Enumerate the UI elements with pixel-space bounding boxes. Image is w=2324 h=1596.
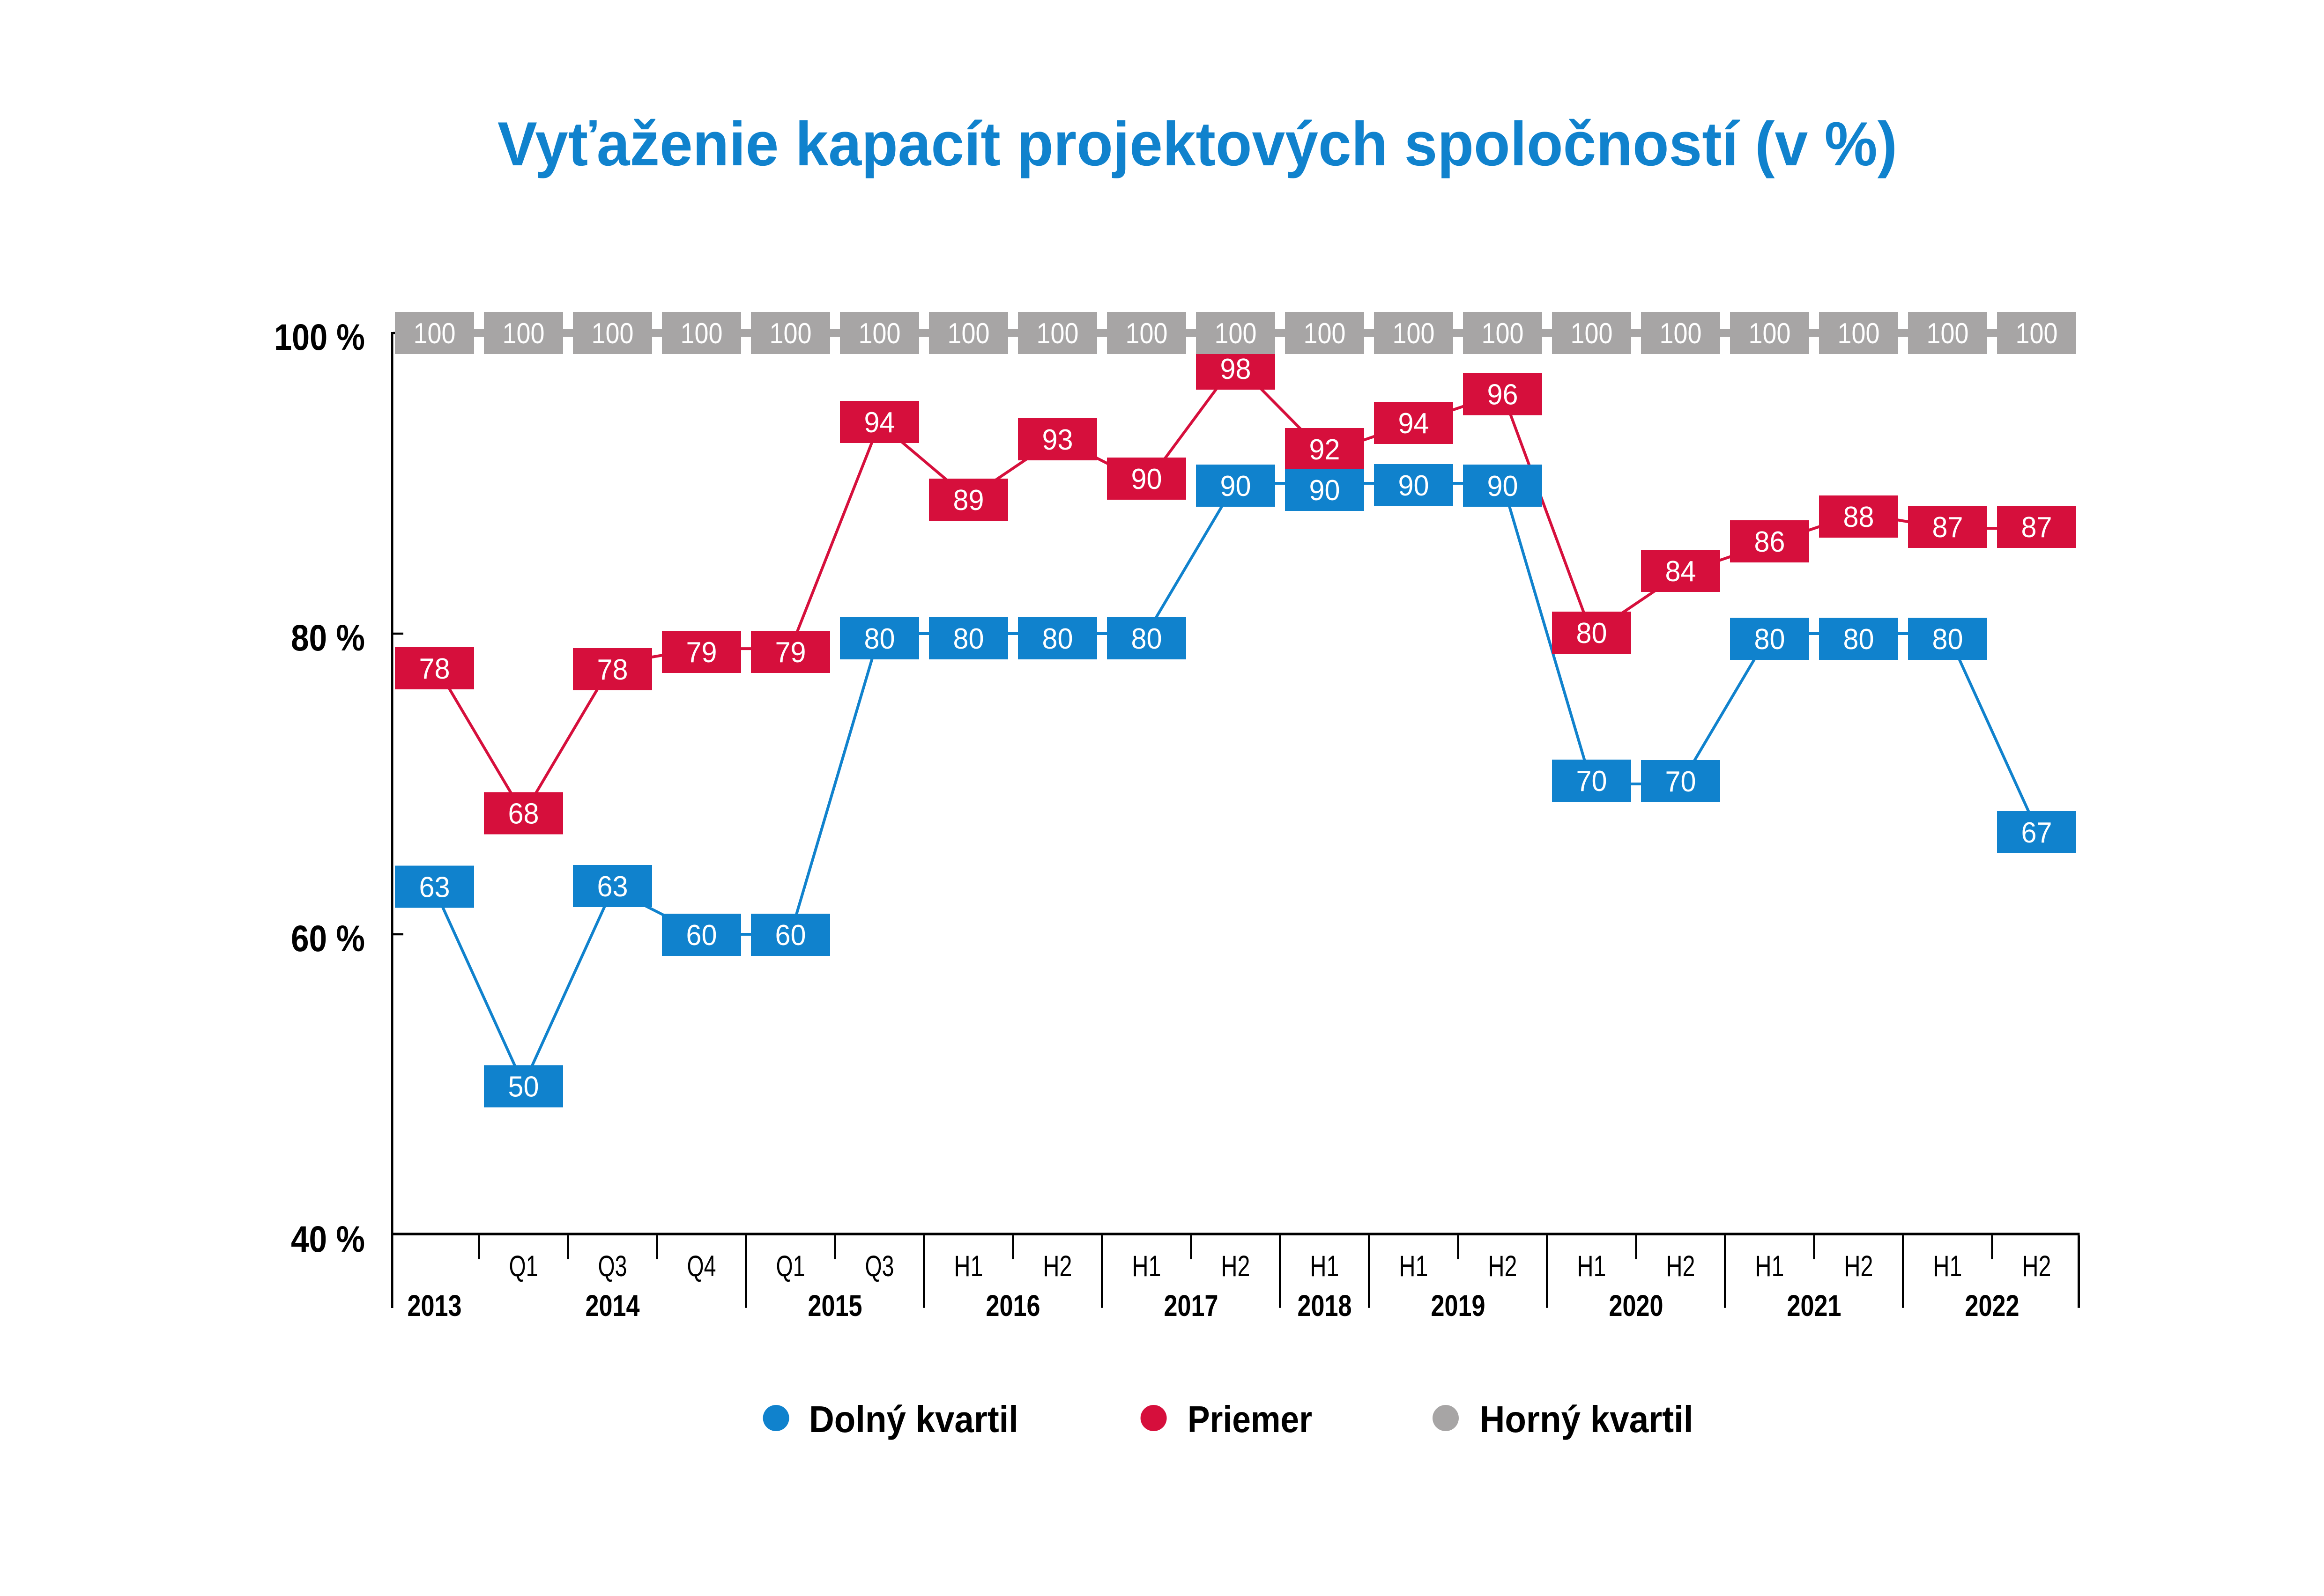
svg-text:H2: H2 xyxy=(1488,1250,1517,1283)
svg-text:50: 50 xyxy=(508,1071,539,1103)
svg-text:100: 100 xyxy=(1482,318,1524,350)
svg-text:2015: 2015 xyxy=(808,1289,862,1323)
svg-text:100: 100 xyxy=(1037,318,1079,350)
svg-text:100: 100 xyxy=(592,318,634,350)
svg-text:67: 67 xyxy=(2021,817,2052,849)
svg-text:H1: H1 xyxy=(1132,1250,1161,1283)
svg-text:H2: H2 xyxy=(2022,1250,2051,1283)
svg-text:2017: 2017 xyxy=(1164,1289,1218,1323)
svg-text:98: 98 xyxy=(1220,353,1251,385)
svg-text:90: 90 xyxy=(1398,470,1429,502)
svg-text:88: 88 xyxy=(1843,501,1874,533)
svg-text:Q1: Q1 xyxy=(509,1250,538,1283)
svg-text:79: 79 xyxy=(775,636,806,669)
svg-text:70: 70 xyxy=(1576,765,1607,798)
svg-text:80: 80 xyxy=(1754,623,1785,656)
svg-text:100: 100 xyxy=(1660,318,1702,350)
svg-text:93: 93 xyxy=(1042,424,1073,456)
svg-text:100: 100 xyxy=(948,318,990,350)
svg-text:80: 80 xyxy=(1131,623,1162,655)
svg-text:60 %: 60 % xyxy=(291,917,365,959)
svg-text:80: 80 xyxy=(1576,617,1607,650)
svg-text:78: 78 xyxy=(419,653,450,685)
svg-text:60: 60 xyxy=(686,919,717,952)
svg-text:2019: 2019 xyxy=(1431,1289,1485,1323)
svg-text:H1: H1 xyxy=(1310,1250,1339,1283)
svg-text:70: 70 xyxy=(1665,766,1696,798)
svg-text:90: 90 xyxy=(1131,463,1162,495)
svg-text:2013: 2013 xyxy=(408,1289,462,1323)
svg-text:Q1: Q1 xyxy=(776,1250,805,1283)
svg-text:80: 80 xyxy=(1042,623,1073,655)
svg-text:79: 79 xyxy=(686,636,717,669)
svg-text:2014: 2014 xyxy=(586,1289,640,1323)
svg-text:2021: 2021 xyxy=(1787,1289,1841,1323)
svg-text:H2: H2 xyxy=(1844,1250,1873,1283)
svg-text:100: 100 xyxy=(1838,318,1880,350)
svg-text:90: 90 xyxy=(1309,474,1340,507)
svg-text:2016: 2016 xyxy=(986,1289,1040,1323)
svg-text:100: 100 xyxy=(1749,318,1791,350)
svg-text:87: 87 xyxy=(2021,511,2052,544)
svg-text:Dolný kvartil: Dolný kvartil xyxy=(809,1398,1018,1440)
svg-text:100: 100 xyxy=(1304,318,1346,350)
svg-text:84: 84 xyxy=(1665,555,1696,588)
svg-text:92: 92 xyxy=(1309,434,1340,466)
svg-text:100: 100 xyxy=(2016,318,2058,350)
svg-text:87: 87 xyxy=(1932,511,1963,544)
svg-text:H1: H1 xyxy=(1933,1250,1962,1283)
svg-text:80 %: 80 % xyxy=(291,617,365,658)
svg-text:Vyťaženie kapacít projektových: Vyťaženie kapacít projektových spoločnos… xyxy=(497,110,1897,179)
svg-text:Q3: Q3 xyxy=(598,1250,627,1283)
svg-text:Q4: Q4 xyxy=(687,1250,716,1283)
svg-text:80: 80 xyxy=(864,623,895,655)
svg-text:86: 86 xyxy=(1754,526,1785,558)
svg-text:60: 60 xyxy=(775,919,806,952)
svg-text:100: 100 xyxy=(681,318,723,350)
svg-text:63: 63 xyxy=(419,872,450,904)
svg-text:2018: 2018 xyxy=(1298,1289,1352,1323)
svg-text:94: 94 xyxy=(864,406,895,439)
svg-text:100: 100 xyxy=(1571,318,1613,350)
svg-text:H2: H2 xyxy=(1221,1250,1250,1283)
svg-text:100: 100 xyxy=(1215,318,1257,350)
svg-text:100: 100 xyxy=(503,318,545,350)
svg-text:80: 80 xyxy=(1932,623,1963,656)
svg-text:100: 100 xyxy=(1126,318,1168,350)
svg-text:89: 89 xyxy=(953,484,984,517)
svg-text:2020: 2020 xyxy=(1609,1289,1663,1323)
svg-text:100: 100 xyxy=(770,318,812,350)
svg-text:100: 100 xyxy=(859,318,901,350)
svg-text:100: 100 xyxy=(414,318,456,350)
svg-text:94: 94 xyxy=(1398,407,1429,440)
svg-text:90: 90 xyxy=(1220,470,1251,502)
svg-text:90: 90 xyxy=(1487,470,1518,502)
svg-text:100: 100 xyxy=(1393,318,1435,350)
svg-text:H1: H1 xyxy=(1577,1250,1606,1283)
svg-text:100 %: 100 % xyxy=(274,316,365,358)
svg-text:100: 100 xyxy=(1927,318,1969,350)
svg-text:80: 80 xyxy=(1843,623,1874,656)
svg-text:2022: 2022 xyxy=(1965,1289,2020,1323)
svg-text:40 %: 40 % xyxy=(291,1218,365,1260)
svg-text:H2: H2 xyxy=(1043,1250,1072,1283)
svg-text:Q3: Q3 xyxy=(865,1250,894,1283)
svg-text:68: 68 xyxy=(508,798,539,830)
svg-text:H2: H2 xyxy=(1666,1250,1695,1283)
svg-text:80: 80 xyxy=(953,623,984,655)
svg-text:96: 96 xyxy=(1487,379,1518,411)
svg-text:Priemer: Priemer xyxy=(1188,1398,1312,1440)
svg-text:H1: H1 xyxy=(1755,1250,1784,1283)
svg-text:63: 63 xyxy=(597,871,628,903)
svg-text:78: 78 xyxy=(597,654,628,686)
svg-text:H1: H1 xyxy=(1399,1250,1428,1283)
svg-text:H1: H1 xyxy=(954,1250,983,1283)
svg-text:Horný kvartil: Horný kvartil xyxy=(1480,1398,1693,1440)
